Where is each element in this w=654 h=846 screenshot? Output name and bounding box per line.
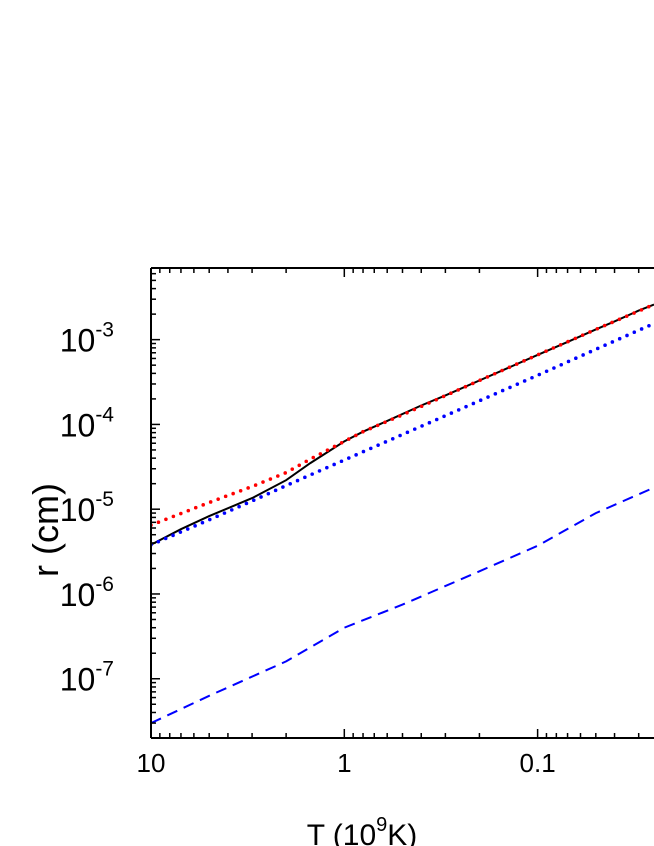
x-tick-label: 1 bbox=[337, 748, 351, 778]
y-tick-label: 10-6 bbox=[60, 573, 114, 613]
x-tick-label: 10 bbox=[137, 748, 166, 778]
y-tick-label: 10-5 bbox=[60, 488, 114, 528]
series-line-3 bbox=[151, 321, 654, 547]
y-tick-label: 10-3 bbox=[60, 319, 114, 359]
x-tick-label: 0.1 bbox=[520, 748, 556, 778]
y-axis-label: r (cm) bbox=[25, 483, 66, 577]
label-layer: T (109K) r (cm) bbox=[25, 483, 417, 846]
y-tick-label: 10-4 bbox=[60, 403, 115, 443]
axis-layer: 10 1 0.1 10-3 10-4 10-5 10-6 10-7 bbox=[60, 267, 654, 778]
plot-layer bbox=[151, 302, 654, 725]
series-line-1 bbox=[151, 303, 654, 546]
series-line-2 bbox=[151, 302, 654, 527]
series-group bbox=[151, 302, 654, 725]
y-tick-label: 10-7 bbox=[60, 658, 114, 698]
series-line-4 bbox=[151, 486, 654, 725]
x-axis-label: T (109K) bbox=[307, 814, 418, 846]
